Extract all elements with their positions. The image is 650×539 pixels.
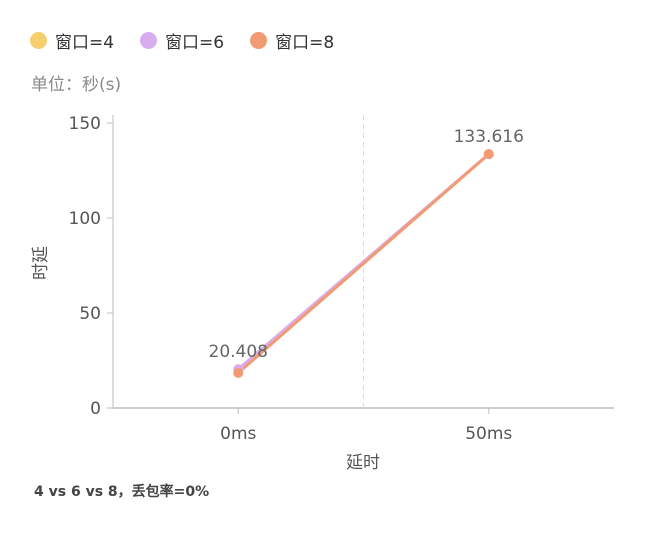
series-2-point-0	[233, 367, 244, 378]
chart-caption: 4 vs 6 vs 8，丢包率=0%	[34, 484, 210, 500]
legend-dot-window-6	[140, 32, 158, 49]
x-tick-label-0: 0ms	[220, 424, 256, 444]
data-label-0: 20.408	[209, 342, 268, 362]
y-axis-title: 时延	[31, 246, 51, 280]
legend-dot-window-4	[30, 32, 47, 49]
legend-item-window-4[interactable]: 窗口=4	[30, 28, 114, 53]
data-labels: 20.408 133.616	[209, 127, 524, 362]
legend-label-window-6: 窗口=6	[165, 33, 225, 53]
y-tick-label-0: 0	[90, 399, 101, 419]
legend-label-window-8: 窗口=8	[275, 33, 335, 53]
unit-label: 单位：秒(s)	[31, 75, 122, 95]
legend-item-window-8[interactable]: 窗口=8	[250, 28, 334, 53]
y-tick-label-50: 50	[79, 304, 101, 324]
y-tick-label-100: 100	[69, 209, 101, 229]
series-2-point-1	[483, 149, 494, 160]
series-line-2	[236, 152, 491, 375]
legend-label-window-4: 窗口=4	[55, 33, 115, 53]
legend: 窗口=4 窗口=6 窗口=8	[30, 28, 334, 53]
y-tick-label-150: 150	[69, 114, 101, 134]
legend-item-window-6[interactable]: 窗口=6	[140, 28, 224, 53]
x-axis-title: 延时	[346, 453, 380, 473]
data-label-1: 133.616	[454, 127, 524, 147]
series-lines	[236, 152, 491, 375]
legend-dot-window-8	[250, 32, 268, 49]
x-tick-label-1: 50ms	[465, 424, 512, 444]
series-points	[233, 149, 494, 378]
